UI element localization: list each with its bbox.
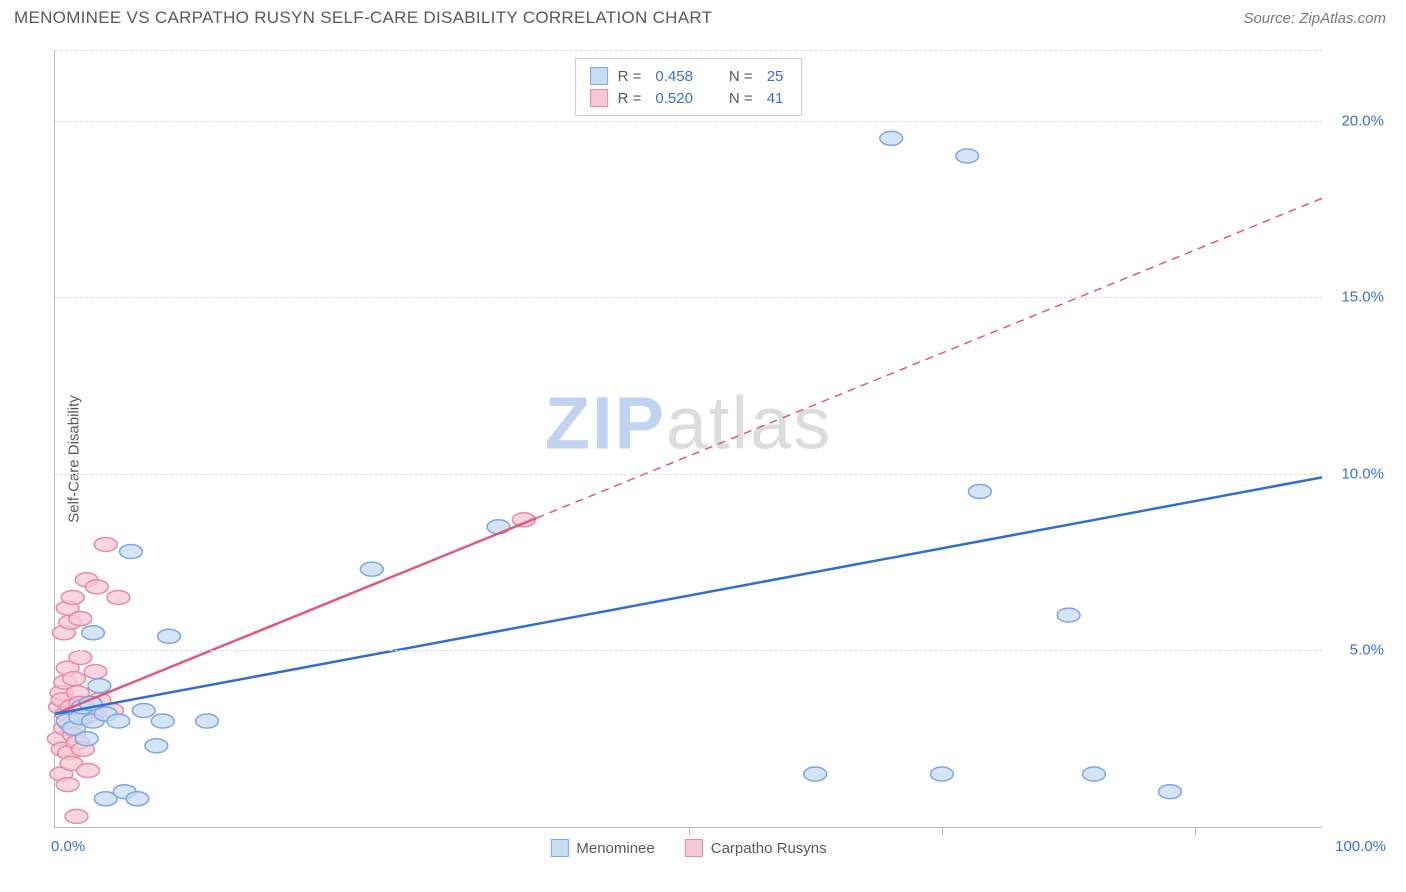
x-tick-mark [1195,827,1196,835]
scatter-point [88,679,111,693]
scatter-point [360,562,383,576]
scatter-point [61,590,84,604]
n-label: N = [729,68,753,85]
chart-container: Self-Care Disability ZIPatlas R =0.458N … [14,40,1392,878]
scatter-point [145,739,168,753]
source-label: Source: ZipAtlas.com [1243,10,1386,27]
gridline [55,650,1322,651]
n-label: N = [729,90,753,107]
scatter-point [63,672,86,686]
scatter-point [77,763,100,777]
scatter-point [56,778,79,792]
scatter-point [84,665,107,679]
scatter-point [969,484,992,498]
x-tick-mark [689,827,690,835]
scatter-point [94,537,117,551]
plot-area: ZIPatlas R =0.458N =25R =0.520N =41 Meno… [54,50,1322,828]
chart-title: MENOMINEE VS CARPATHO RUSYN SELF-CARE DI… [14,8,712,28]
scatter-point [132,703,155,717]
gridline [55,297,1322,298]
x-tick-min: 0.0% [51,838,85,855]
scatter-point [151,714,174,728]
scatter-point [804,767,827,781]
scatter-point [956,149,979,163]
scatter-point [69,612,92,626]
gridline [55,50,1322,51]
y-tick-label: 20.0% [1341,112,1384,129]
scatter-point [107,714,130,728]
y-tick-label: 15.0% [1341,289,1384,306]
legend-swatch [590,89,608,107]
plot-svg [55,50,1322,827]
gridline [55,121,1322,122]
r-value: 0.458 [655,68,693,85]
stats-row: R = 0.458 N = 25 [590,65,788,87]
scatter-point [487,520,510,534]
scatter-point [158,629,181,643]
r-label: R = [618,90,642,107]
scatter-point [126,792,149,806]
stats-row: R = 0.520 N = 41 [590,87,788,109]
trend-line [55,477,1322,714]
y-tick-label: 5.0% [1350,642,1384,659]
y-tick-label: 10.0% [1341,465,1384,482]
scatter-point [65,809,88,823]
scatter-point [930,767,953,781]
scatter-point [69,650,92,664]
scatter-point [880,131,903,145]
r-value: 0.520 [655,90,693,107]
n-value: 41 [767,90,784,107]
scatter-point [82,626,105,640]
scatter-point [1057,608,1080,622]
x-tick-max: 100.0% [1335,838,1386,855]
legend-item: Menominee [550,839,654,857]
scatter-point [85,580,108,594]
n-value: 25 [767,68,784,85]
x-tick-mark [942,827,943,835]
legend-swatch [685,839,703,857]
legend-swatch [590,67,608,85]
r-label: R = [618,68,642,85]
legend-label: Carpatho Rusyns [711,840,827,857]
stats-legend: R = 0.458 N = 25 R = 0.520 N = 41 [575,58,803,116]
legend-label: Menominee [576,840,654,857]
scatter-point [75,732,98,746]
scatter-point [196,714,219,728]
scatter-point [1083,767,1106,781]
scatter-point [107,590,130,604]
bottom-legend: Menominee Carpatho Rusyns [550,839,826,857]
legend-item: Carpatho Rusyns [685,839,827,857]
scatter-point [1159,785,1182,799]
scatter-point [120,545,143,559]
trend-line-dashed [536,198,1322,518]
gridline [55,474,1322,475]
legend-swatch [550,839,568,857]
